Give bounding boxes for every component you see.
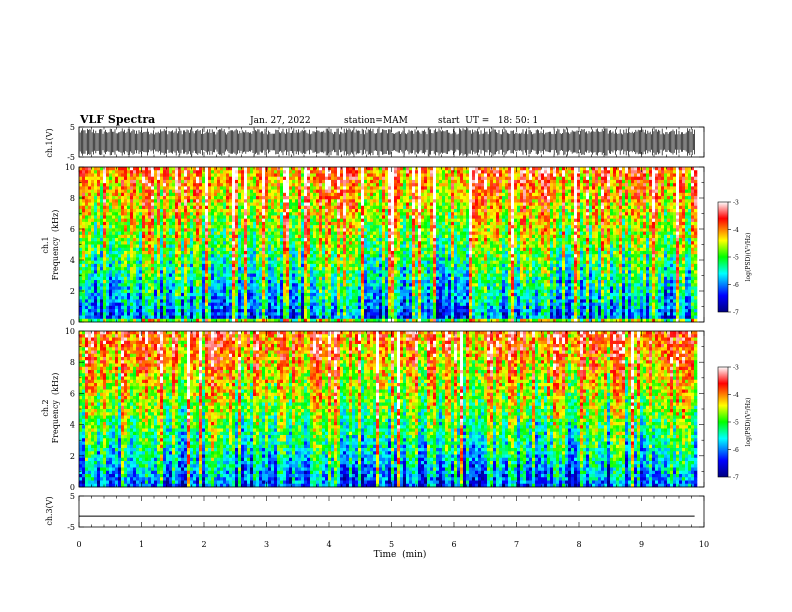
x-tick-label: 7 — [514, 540, 519, 549]
ch2-freq-label: Frequency (kHz) — [51, 373, 60, 444]
y-tick-label: 0 — [70, 483, 75, 492]
x-tick-label: 9 — [639, 540, 644, 549]
x-tick-label: 1 — [139, 540, 144, 549]
ch2-spectrogram-panel: 0 2 4 6 8 10 — [65, 327, 705, 492]
colorbar-tick-label: -6 — [733, 447, 739, 454]
colorbar-tick-label: -6 — [733, 282, 739, 289]
spectrogram-image — [79, 331, 698, 488]
x-tick-label: 2 — [201, 540, 206, 549]
y-tick-label: 8 — [70, 194, 75, 203]
y-tick-label: 10 — [65, 163, 75, 172]
ch1-colorbar: -3 -4 -5 -6 -7 log(PSD)(V²/Hz) — [717, 200, 752, 317]
y-tick-label: 4 — [70, 421, 75, 430]
y-tick-label: 10 — [65, 327, 75, 336]
ch2-colorbar: -3 -4 -5 -6 -7 log(PSD)(V²/Hz) — [717, 365, 752, 482]
colorbar-tick-label: -5 — [733, 255, 739, 262]
x-tick-label: 0 — [76, 540, 81, 549]
y-tick-label: 2 — [70, 287, 75, 296]
y-tick-label: 0 — [70, 318, 75, 327]
x-tick-label: 6 — [451, 540, 456, 549]
x-tick-label: 8 — [576, 540, 581, 549]
colorbar-tick-label: -4 — [733, 227, 739, 234]
x-tick-label: 10 — [699, 540, 709, 549]
date-label: Jan. 27, 2022 — [249, 116, 311, 126]
ch1-waveform-trace — [78, 128, 695, 156]
ch1-waveform-panel: 5 -5 — [67, 123, 705, 162]
y-tick-label: 6 — [70, 225, 75, 234]
y-tick-label: 8 — [70, 358, 75, 367]
spectrogram-image — [79, 167, 698, 323]
ch3-waveform-panel: 5 -5 — [67, 492, 705, 532]
colorbar-tick-label: -3 — [733, 365, 739, 372]
y-tick-label: 2 — [70, 452, 75, 461]
y-tick-label: -5 — [67, 523, 75, 532]
figure-title: VLF Spectra — [79, 113, 155, 126]
colorbar-tick-label: -3 — [733, 200, 739, 207]
ch1-label: ch.1 — [41, 236, 50, 253]
ch1-volt-label: ch.1(V) — [45, 128, 54, 157]
y-tick-label: 6 — [70, 389, 75, 398]
x-tick-label: 5 — [389, 540, 394, 549]
y-tick-label: 5 — [70, 492, 75, 501]
ch2-colorbar-label: log(PSD)(V²/Hz) — [745, 398, 752, 447]
colorbar-tick-label: -5 — [733, 420, 739, 427]
colorbar-tick-label: -7 — [733, 475, 739, 482]
ch2-label: ch.2 — [41, 399, 50, 416]
x-tick-label: 3 — [264, 540, 269, 549]
ch3-volt-label: ch.3(V) — [45, 496, 54, 525]
ch2-colorbar-gradient — [717, 366, 729, 478]
x-tick-label: 4 — [326, 540, 331, 549]
x-axis: 0 1 2 3 4 5 6 7 8 9 10 — [76, 540, 709, 549]
colorbar-tick-label: -7 — [733, 310, 739, 317]
station-label: station=MAM — [344, 116, 408, 126]
y-tick-label: 4 — [70, 256, 75, 265]
start-ut-label: start UT = 18: 50: 1 — [438, 116, 538, 126]
ch1-colorbar-gradient — [717, 201, 729, 313]
colorbar-tick-label: -4 — [733, 392, 739, 399]
x-axis-label: Time (min) — [374, 549, 427, 560]
ch1-freq-label: Frequency (kHz) — [51, 210, 60, 281]
ch1-spectrogram-panel: 0 2 4 6 8 10 — [65, 163, 705, 327]
y-tick-label: 5 — [70, 123, 75, 132]
ch1-colorbar-label: log(PSD)(V²/Hz) — [745, 233, 752, 282]
y-tick-label: -5 — [67, 153, 75, 162]
